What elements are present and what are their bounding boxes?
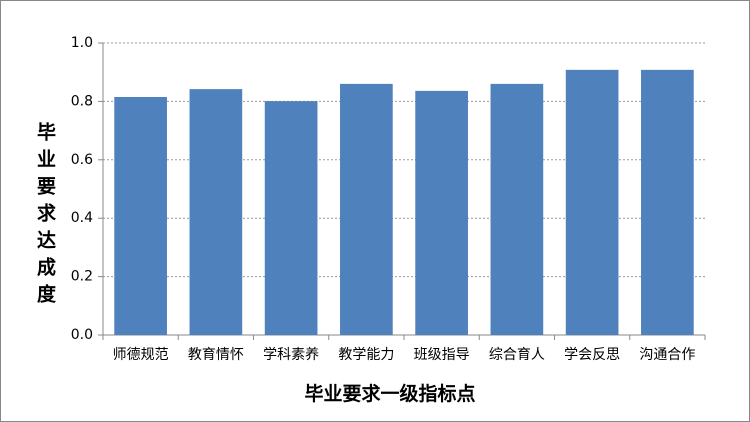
bar: [340, 83, 393, 335]
x-tick-label: 教育情怀: [188, 347, 244, 363]
bar: [189, 89, 243, 335]
y-axis-title: 毕业要求达成度: [34, 122, 56, 311]
bar: [264, 101, 318, 335]
bar: [490, 83, 544, 335]
y-tick-label: 0.0: [71, 327, 93, 343]
y-tick-label: 1.0: [71, 35, 93, 51]
bar: [415, 90, 468, 335]
x-tick-label: 学科素养: [263, 347, 319, 363]
x-tick-label: 学会反思: [564, 347, 620, 363]
x-tick-label: 班级指导: [414, 347, 470, 363]
y-tick-label: 0.6: [71, 152, 93, 168]
x-tick-label: 沟通合作: [639, 347, 695, 363]
y-tick-label: 0.8: [71, 93, 93, 109]
y-tick-label: 0.4: [71, 210, 93, 226]
x-axis-title: 毕业要求一级指标点: [304, 382, 475, 405]
x-tick-label: 师德规范: [113, 346, 169, 363]
x-tick-label: 综合育人: [489, 347, 545, 363]
bar: [641, 69, 694, 335]
x-tick-label: 教学能力: [338, 347, 394, 363]
bar: [114, 97, 167, 336]
y-tick-label: 0.2: [71, 269, 93, 285]
bar: [565, 69, 619, 335]
